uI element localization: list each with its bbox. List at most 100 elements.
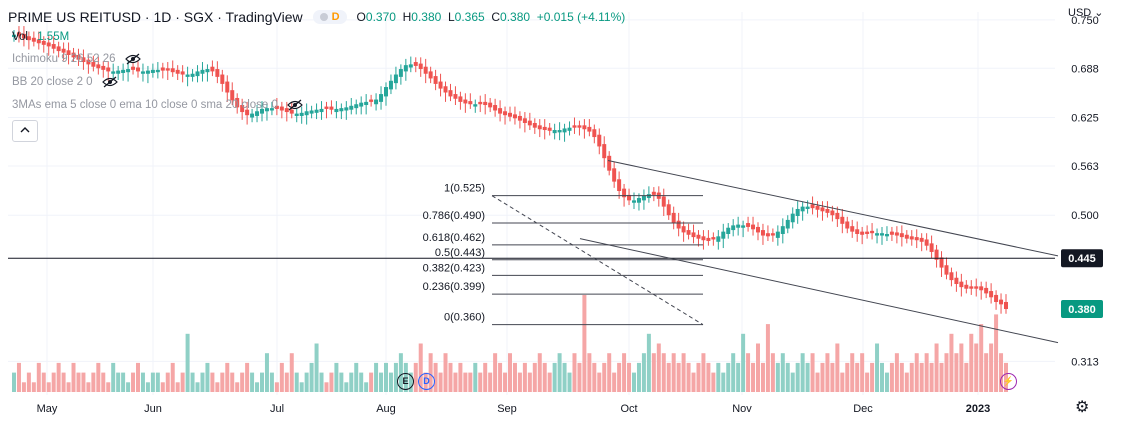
y-tick-label: 0.625 bbox=[1071, 113, 1099, 125]
candle-body bbox=[324, 106, 329, 109]
gear-icon[interactable]: ⚙ bbox=[1075, 399, 1090, 416]
volume-bar bbox=[398, 353, 403, 392]
candle-body bbox=[106, 67, 111, 72]
candle-body bbox=[379, 94, 384, 102]
candle-body bbox=[756, 226, 760, 233]
candle-body bbox=[503, 111, 508, 116]
candle-body bbox=[949, 272, 954, 281]
volume-bar bbox=[274, 382, 279, 392]
volume-bar bbox=[860, 353, 865, 392]
volume-bar bbox=[959, 343, 964, 392]
channel-upper-line bbox=[607, 160, 1059, 257]
candle-body bbox=[150, 69, 155, 73]
candle-body bbox=[999, 299, 1004, 305]
candle-body bbox=[785, 219, 790, 229]
candle-body bbox=[979, 286, 984, 291]
collapse-legend-button[interactable] bbox=[12, 120, 38, 142]
time-axis[interactable]: May Jun Jul Aug Sep Oct Nov Dec 2023 bbox=[37, 403, 991, 415]
candle-body bbox=[101, 65, 106, 70]
volume-bar bbox=[12, 372, 16, 392]
candle-body bbox=[855, 229, 860, 234]
volume-bar bbox=[661, 353, 666, 392]
volume-bar bbox=[76, 372, 81, 392]
volume-bar bbox=[855, 362, 860, 392]
candle-body bbox=[160, 67, 165, 71]
volume-bar bbox=[681, 353, 686, 392]
volume-bar bbox=[726, 362, 731, 392]
candle-body bbox=[205, 69, 210, 73]
mas-label: 3MAs ema 5 close 0 ema 10 close 0 sma 20… bbox=[12, 99, 278, 112]
candle-body bbox=[636, 198, 641, 203]
volume-bar bbox=[299, 382, 304, 392]
candle-body bbox=[443, 86, 448, 93]
volume-bar bbox=[964, 362, 969, 392]
candle-body bbox=[1004, 301, 1008, 310]
candle-body bbox=[41, 40, 46, 45]
candle-body bbox=[91, 62, 96, 67]
volume-bar bbox=[46, 382, 51, 392]
volume-bar bbox=[805, 362, 810, 392]
hidden-eye-icon[interactable] bbox=[287, 99, 303, 111]
hidden-eye-icon[interactable] bbox=[124, 53, 141, 65]
volume-bar bbox=[701, 353, 706, 392]
dividend-marker[interactable]: D bbox=[418, 373, 435, 390]
candle-body bbox=[274, 105, 279, 109]
volume-bar bbox=[989, 343, 994, 392]
candle-body bbox=[924, 239, 929, 246]
volume-bar bbox=[751, 362, 756, 392]
candle-body bbox=[210, 66, 215, 72]
candle-body bbox=[567, 127, 572, 131]
candle-body bbox=[731, 225, 736, 231]
volume-bar bbox=[527, 372, 532, 392]
channel-lower-line bbox=[579, 238, 1059, 344]
volume-bar bbox=[493, 353, 498, 392]
volume-bar bbox=[795, 362, 800, 392]
candle-body bbox=[557, 130, 562, 133]
ichimoku-legend[interactable]: Ichimoku 9 26 52 26 bbox=[12, 53, 141, 65]
symbol-title[interactable]: PRIME US REITUSD · 1D · SGX · TradingVie… bbox=[8, 9, 303, 25]
candle-body bbox=[736, 224, 741, 228]
candle-body bbox=[384, 87, 388, 97]
volume-bar bbox=[225, 362, 230, 392]
lightning-icon[interactable]: ⚡ bbox=[1000, 373, 1017, 390]
market-status-pill[interactable]: D bbox=[312, 10, 347, 24]
candle-body bbox=[145, 70, 150, 74]
volume-bar bbox=[919, 362, 924, 392]
candle-body bbox=[770, 233, 775, 236]
volume-legend[interactable]: Vol 1.55M bbox=[12, 31, 69, 43]
volume-bar bbox=[875, 343, 880, 392]
volume-bar bbox=[954, 353, 959, 392]
candle-body bbox=[136, 67, 140, 72]
candle-body bbox=[721, 231, 726, 239]
high-value: 0.380 bbox=[411, 10, 442, 24]
candle-body bbox=[597, 134, 602, 147]
candle-body bbox=[393, 74, 398, 84]
candle-body bbox=[299, 112, 304, 116]
y-tick-label: 0.313 bbox=[1071, 356, 1099, 368]
earnings-marker[interactable]: E bbox=[397, 373, 414, 390]
candle-body bbox=[845, 221, 850, 229]
candle-body bbox=[473, 104, 478, 107]
currency-selector[interactable]: USD ⌄ bbox=[1068, 6, 1104, 19]
volume-bar bbox=[934, 343, 939, 392]
volume-bar bbox=[155, 372, 160, 392]
hidden-eye-icon[interactable] bbox=[101, 76, 118, 88]
volume-bar bbox=[91, 372, 96, 392]
candle-body bbox=[746, 223, 751, 227]
volume-bar bbox=[706, 362, 711, 392]
bb-legend[interactable]: BB 20 close 2 0 bbox=[12, 76, 118, 88]
candle-body bbox=[488, 102, 493, 108]
candle-body bbox=[185, 74, 190, 77]
x-tick-label: Dec bbox=[853, 403, 873, 415]
candle-body bbox=[830, 210, 835, 216]
volume-bar bbox=[984, 353, 989, 392]
candle-body bbox=[617, 179, 622, 191]
mas-legend[interactable]: 3MAs ema 5 close 0 ema 10 close 0 sma 20… bbox=[12, 99, 303, 111]
horizontal-line-price: 0.445 bbox=[1068, 253, 1096, 265]
price-axis[interactable]: 0.750 0.688 0.625 0.563 0.500 0.313 0.445 0.380 bbox=[1061, 15, 1103, 369]
volume-bar bbox=[894, 353, 899, 392]
fib-level-label: 0.236(0.399) bbox=[423, 281, 485, 293]
volume-bar bbox=[250, 372, 255, 392]
volume-bar bbox=[483, 362, 488, 392]
